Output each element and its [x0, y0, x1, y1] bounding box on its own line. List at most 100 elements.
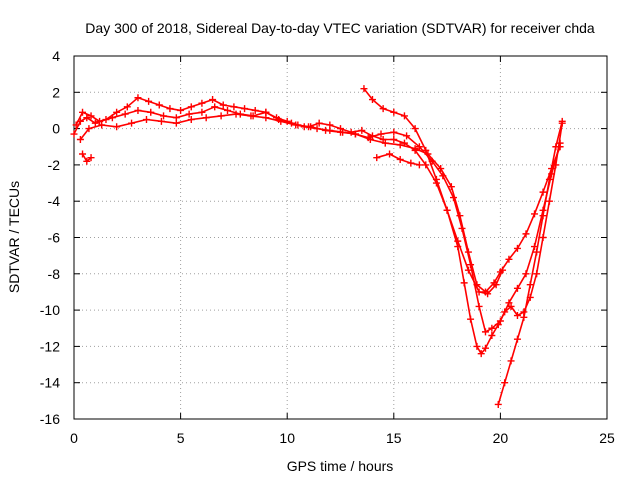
x-tick-label: 25	[599, 430, 615, 446]
data-point-marker	[415, 143, 423, 151]
data-point-marker	[407, 159, 415, 167]
data-point-marker	[390, 108, 398, 116]
data-point-marker	[522, 230, 530, 238]
data-point-marker	[492, 281, 500, 289]
x-tick-label: 5	[177, 430, 185, 446]
y-tick-label: -6	[48, 230, 61, 246]
data-point-marker	[232, 110, 240, 118]
data-point-marker	[177, 106, 185, 114]
data-point-marker	[481, 344, 489, 352]
data-point-marker	[400, 112, 408, 120]
data-point-marker	[209, 96, 217, 104]
data-point-marker	[477, 350, 485, 358]
data-point-marker	[358, 126, 366, 134]
data-point-marker	[123, 103, 131, 111]
data-point-marker	[443, 206, 451, 214]
data-point-marker	[166, 105, 174, 113]
data-point-marker	[432, 175, 440, 183]
data-point-marker	[72, 121, 80, 129]
data-point-marker	[415, 161, 423, 169]
data-point-marker	[70, 130, 78, 138]
data-point-marker	[368, 96, 376, 104]
y-tick-label: 0	[52, 121, 60, 137]
data-point-marker	[219, 101, 227, 109]
data-point-marker	[76, 135, 84, 143]
data-point-marker	[539, 234, 547, 241]
data-point-marker	[411, 125, 419, 133]
data-point-marker	[134, 94, 142, 102]
data-point-marker	[396, 155, 404, 163]
data-point-marker	[464, 266, 472, 274]
data-point-marker	[454, 237, 462, 245]
data-point-marker	[464, 248, 472, 256]
data-point-marker	[522, 270, 530, 278]
data-point-marker	[187, 103, 195, 111]
data-series	[70, 85, 566, 408]
series-track-f	[494, 117, 566, 408]
y-tick-label: -12	[40, 338, 60, 354]
y-tick-label: 4	[52, 48, 60, 64]
data-point-marker	[160, 112, 168, 120]
data-point-marker	[292, 121, 300, 129]
data-point-marker	[507, 302, 515, 310]
data-point-marker	[87, 112, 95, 120]
data-point-marker	[217, 112, 225, 120]
data-point-marker	[251, 106, 259, 114]
data-point-marker	[505, 255, 513, 263]
data-point-marker	[513, 335, 521, 343]
data-point-marker	[437, 165, 445, 173]
series-trace	[73, 96, 563, 355]
data-point-marker	[396, 141, 404, 149]
data-point-marker	[545, 175, 553, 183]
data-point-marker	[552, 143, 560, 151]
data-point-marker	[202, 114, 210, 122]
data-point-marker	[473, 342, 481, 350]
data-point-marker	[505, 299, 513, 307]
data-point-marker	[447, 183, 455, 191]
data-point-marker	[520, 313, 528, 321]
series-trace	[75, 106, 561, 333]
series-track-b	[72, 103, 564, 336]
data-point-marker	[128, 119, 136, 127]
data-point-marker	[108, 114, 116, 122]
data-point-marker	[513, 312, 521, 320]
x-tick-label: 0	[70, 430, 78, 446]
data-point-marker	[262, 114, 270, 122]
data-point-marker	[513, 284, 521, 292]
data-point-marker	[157, 117, 165, 125]
data-point-marker	[91, 119, 99, 127]
data-point-marker	[496, 317, 504, 325]
data-point-marker	[501, 379, 509, 387]
data-point-marker	[381, 139, 389, 147]
data-point-marker	[494, 400, 502, 408]
data-point-marker	[386, 150, 394, 158]
data-point-marker	[467, 315, 475, 323]
data-point-marker	[475, 288, 483, 296]
data-point-marker	[185, 110, 193, 118]
data-point-marker	[198, 99, 206, 107]
x-tick-label: 20	[493, 430, 509, 446]
data-point-marker	[475, 302, 483, 310]
series-track-e	[360, 85, 507, 298]
y-tick-label: 2	[52, 84, 60, 100]
y-tick-label: -2	[48, 157, 61, 173]
series-trace	[79, 113, 561, 293]
data-point-marker	[351, 130, 359, 138]
data-point-marker	[558, 117, 566, 125]
data-point-marker	[187, 116, 195, 124]
data-point-marker	[198, 108, 206, 116]
data-point-marker	[83, 157, 91, 165]
data-point-marker	[526, 281, 534, 289]
data-point-marker	[422, 161, 430, 169]
x-tick-label: 10	[279, 430, 295, 446]
data-point-marker	[134, 106, 142, 114]
data-point-marker	[87, 154, 95, 162]
data-point-marker	[484, 290, 492, 298]
data-point-marker	[539, 212, 547, 220]
data-point-marker	[533, 248, 541, 256]
y-tick-label: -8	[48, 266, 61, 282]
data-point-marker	[390, 135, 398, 143]
data-point-marker	[79, 150, 87, 158]
